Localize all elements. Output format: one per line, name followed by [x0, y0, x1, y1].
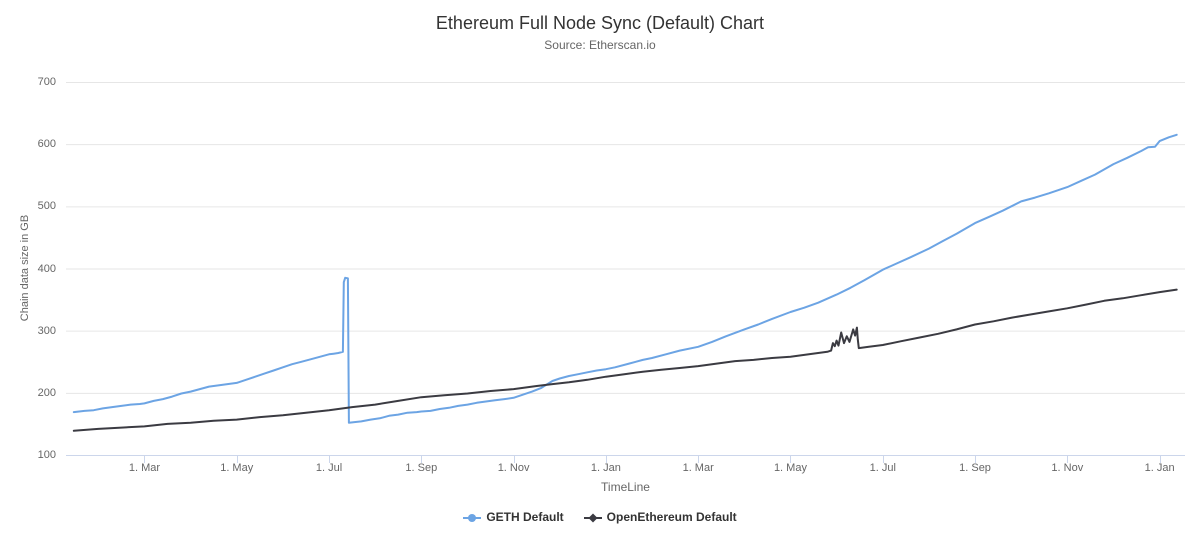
y-tick-label: 400 [37, 262, 56, 275]
legend-item-openethereum-default[interactable]: OpenEthereum Default [583, 510, 737, 524]
y-tick-label: 200 [37, 386, 56, 399]
y-tick-label: 500 [37, 200, 56, 213]
y-tick-label: 600 [37, 138, 56, 151]
x-tick-label: 1. Jul [315, 462, 343, 474]
geth-default-legend-marker-icon [463, 511, 482, 523]
chart-title: Ethereum Full Node Sync (Default) Chart [435, 13, 765, 33]
x-tick-label: 1. Nov [497, 462, 530, 474]
x-axis-title: TimeLine [601, 480, 650, 494]
y-axis-title: Chain data size in GB [19, 214, 31, 322]
legend: GETH Default OpenEthereum Default [0, 510, 1200, 524]
x-tick-label: 1. Nov [1051, 462, 1084, 474]
series-line-openethereum-default[interactable] [72, 288, 1178, 432]
x-tick-label: 1. Mar [682, 462, 714, 474]
y-tick-label: 700 [37, 76, 56, 88]
y-tick-label: 100 [37, 449, 56, 461]
x-tick-label: 1. Sep [405, 462, 438, 474]
x-tick-label: 1. Mar [128, 462, 161, 474]
x-tick-label: 1. Sep [959, 462, 991, 474]
openethereum-default-legend-marker-icon [583, 511, 602, 523]
x-tick-label: 1. Jan [1144, 462, 1175, 474]
legend-label: OpenEthereum Default [606, 510, 737, 524]
chart-subtitle: Source: Etherscan.io [544, 38, 656, 52]
x-tick-label: 1. May [220, 462, 254, 474]
legend-label: GETH Default [486, 510, 564, 524]
legend-item-geth-default[interactable]: GETH Default [463, 510, 564, 524]
series-line-geth-default[interactable] [72, 133, 1178, 424]
x-tick-label: 1. Jan [590, 462, 621, 474]
y-tick-label: 300 [37, 324, 56, 337]
x-tick-label: 1. Jul [869, 462, 896, 474]
x-tick-label: 1. May [773, 462, 807, 474]
